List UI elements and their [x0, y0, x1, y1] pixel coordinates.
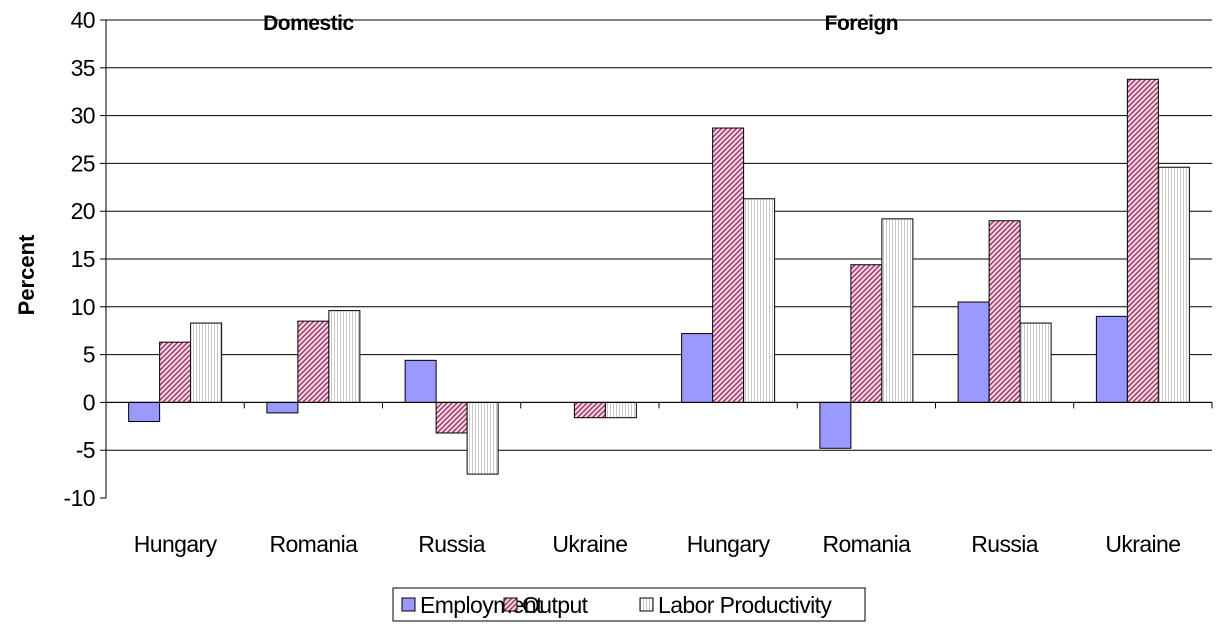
legend-swatch-output — [503, 597, 518, 612]
bar-output — [712, 127, 745, 403]
y-axis-title: Percent — [14, 234, 39, 315]
y-tick-label: 30 — [71, 103, 95, 129]
x-category-label: Russia — [418, 531, 486, 557]
y-tick-label: -5 — [76, 437, 95, 463]
legend-label-output: Output — [522, 592, 589, 618]
y-tick-label: 15 — [71, 246, 95, 272]
bar-labor-productivity — [1019, 322, 1052, 403]
bar-labor-productivity — [466, 401, 499, 475]
y-tick-label: 25 — [71, 150, 95, 176]
bar-labor-productivity — [881, 218, 914, 403]
legend-swatch-employment — [401, 597, 416, 612]
y-tick-label: -10 — [64, 485, 95, 511]
group-label: Foreign — [825, 12, 899, 35]
bar-employment — [819, 401, 852, 449]
bar-labor-productivity — [1157, 166, 1190, 403]
legend-box — [392, 587, 866, 622]
bar-employment — [128, 401, 161, 423]
legend-label-employment: Employment — [420, 592, 543, 618]
bar-employment — [1095, 315, 1128, 403]
bar-labor-productivity — [328, 310, 361, 403]
bar-labor-productivity — [190, 322, 223, 403]
bar-output — [435, 401, 468, 434]
bar-employment — [681, 333, 714, 403]
x-category-label: Romania — [822, 531, 911, 557]
bar-output — [1126, 78, 1159, 403]
bar-output — [988, 220, 1021, 403]
x-category-label: Ukraine — [1105, 531, 1180, 557]
axes — [100, 19, 1213, 499]
x-category-label: Romania — [269, 531, 358, 557]
group-label: Domestic — [263, 12, 354, 35]
x-category-label: Hungary — [134, 531, 218, 557]
legend-swatch-labor-productivity — [639, 597, 654, 612]
y-tick-label: 40 — [71, 7, 95, 33]
bar-labor-productivity — [743, 198, 776, 403]
bar-output — [573, 401, 606, 419]
y-tick-label: 0 — [83, 389, 95, 415]
labels: -10 -5 0 5 10 15 20 25 30 35 40 Hungary Romania Russi… — [14, 7, 1181, 557]
bar-employment — [404, 359, 437, 403]
bar-employment — [957, 301, 990, 403]
bars — [128, 78, 1190, 475]
y-tick-label: 10 — [71, 294, 95, 320]
bar-output — [850, 264, 883, 403]
y-tick-label: 5 — [83, 342, 95, 368]
bar-labor-productivity — [604, 401, 637, 419]
legend-label-labor-productivity: Labor Productivity — [658, 592, 832, 618]
bar-output — [159, 341, 192, 403]
x-category-label: Ukraine — [552, 531, 627, 557]
x-category-label: Russia — [971, 531, 1039, 557]
x-category-label: Hungary — [687, 531, 771, 557]
bar-employment — [266, 401, 299, 414]
y-tick-label: 20 — [71, 198, 95, 224]
bar-output — [297, 320, 330, 403]
y-tick-label: 35 — [71, 55, 95, 81]
